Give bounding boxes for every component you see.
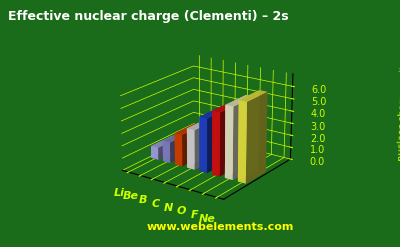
Text: Effective nuclear charge (Clementi) – 2s: Effective nuclear charge (Clementi) – 2s [8,10,289,23]
Text: www.webelements.com: www.webelements.com [146,222,294,232]
